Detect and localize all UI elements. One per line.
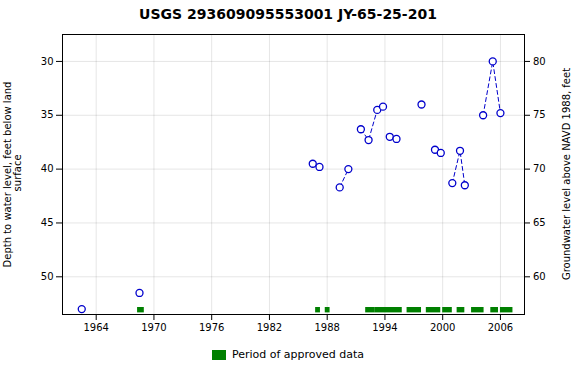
html-text:USGS 293609095553001 JY-65-25-: USGS 293609095553001 JY-65-25-201: [139, 6, 437, 22]
svg-text:1988: 1988: [314, 322, 339, 333]
html-text:Period of approved data: Period of approved data: [231, 348, 365, 361]
svg-text:Depth to water level, feet bel: Depth to water level, feet below land su…: [2, 82, 23, 268]
svg-text:80: 80: [533, 56, 546, 67]
svg-text:65: 65: [533, 217, 546, 228]
svg-text:1982: 1982: [257, 322, 282, 333]
svg-text:50: 50: [41, 271, 54, 282]
svg-text:45: 45: [41, 217, 54, 228]
svg-text:35: 35: [41, 109, 54, 120]
svg-text:60: 60: [533, 271, 546, 282]
svg-text:2006: 2006: [488, 322, 513, 333]
svg-text:1994: 1994: [372, 322, 397, 333]
svg-text:Groundwater level above NAVD 1: Groundwater level above NAVD 1988, feet: [561, 68, 572, 280]
svg-text:1964: 1964: [83, 322, 108, 333]
svg-text:2000: 2000: [430, 322, 455, 333]
svg-text:40: 40: [41, 163, 54, 174]
svg-text:75: 75: [533, 109, 546, 120]
svg-text:70: 70: [533, 163, 546, 174]
svg-text:1976: 1976: [199, 322, 224, 333]
svg-text:1970: 1970: [141, 322, 166, 333]
svg-text:30: 30: [41, 56, 54, 67]
